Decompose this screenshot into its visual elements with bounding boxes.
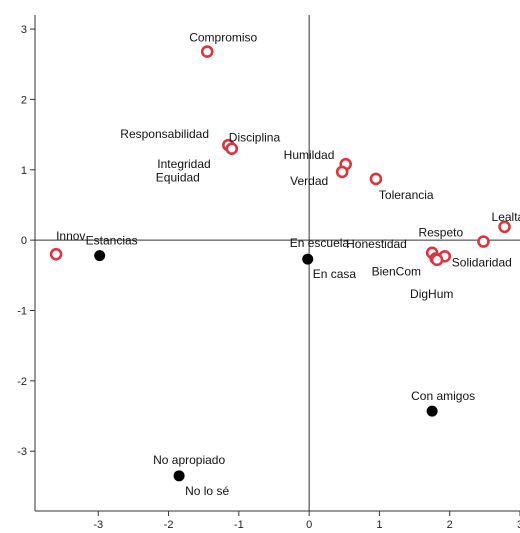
y-tick-label: -2	[17, 376, 27, 388]
x-tick-label: 2	[447, 519, 453, 531]
point-verdad	[335, 165, 349, 179]
label-no-apropiado: No apropiado	[153, 453, 225, 467]
label-humildad: Humildad	[284, 148, 335, 162]
y-tick-label: -1	[17, 305, 27, 317]
point-dighum	[430, 253, 444, 267]
label-biencom: BienCom	[372, 264, 421, 278]
y-tick-label: -3	[17, 446, 27, 458]
x-tick-label: -2	[164, 519, 174, 531]
label-tolerancia: Tolerancia	[379, 188, 434, 202]
label-lealtad: Lealtad	[492, 210, 520, 224]
x-tick-label: 3	[517, 519, 520, 531]
label-equidad: Equidad	[156, 171, 200, 185]
point-en-escuela	[302, 253, 314, 265]
label-compromiso: Compromiso	[189, 31, 257, 45]
x-tick-label: 1	[376, 519, 382, 531]
label-no-lo-se: No lo sé	[185, 484, 229, 498]
label-respeto: Respeto	[418, 226, 463, 240]
label-responsabilidad: Responsabilidad	[120, 127, 209, 141]
label-estancias: Estancias	[86, 234, 138, 248]
point-respeto	[477, 235, 490, 248]
label-en-escuela: En escuela	[290, 236, 350, 250]
y-tick-label: 1	[21, 165, 27, 177]
label-dighum: DigHum	[410, 287, 453, 301]
label-solidaridad: Solidaridad	[452, 255, 512, 269]
label-innov: Innov	[56, 229, 85, 243]
label-integridad: Integridad	[157, 157, 210, 171]
label-en-casa: En casa	[313, 267, 357, 281]
x-tick-label: 0	[306, 519, 312, 531]
point-estancias	[94, 250, 106, 262]
label-verdad: Verdad	[290, 174, 328, 188]
label-disciplina: Disciplina	[229, 131, 281, 145]
label-honestidad: Honestidad	[346, 237, 407, 251]
point-no-apropiado	[173, 470, 185, 482]
point-disciplina	[225, 142, 239, 155]
x-tick-label: -3	[93, 519, 103, 531]
point-compromiso	[200, 45, 214, 58]
y-tick-label: 3	[21, 24, 27, 36]
x-tick-label: -1	[234, 519, 244, 531]
point-tolerancia	[369, 172, 383, 186]
y-tick-label: 2	[21, 94, 27, 106]
point-con-amigos	[426, 405, 438, 417]
point-lealtad	[498, 220, 511, 234]
y-tick-label: 0	[21, 235, 27, 247]
label-con-amigos: Con amigos	[411, 389, 475, 403]
point-innov	[49, 247, 63, 261]
